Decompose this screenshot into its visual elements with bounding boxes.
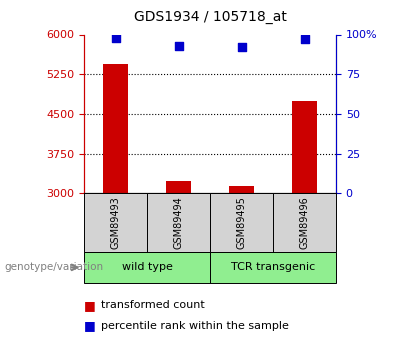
Point <box>175 43 182 48</box>
Text: percentile rank within the sample: percentile rank within the sample <box>101 321 289 331</box>
Bar <box>103 63 128 193</box>
Bar <box>147 193 210 252</box>
Text: GSM89495: GSM89495 <box>236 196 247 249</box>
Text: GSM89496: GSM89496 <box>299 196 310 249</box>
Point <box>112 35 119 40</box>
Text: GSM89493: GSM89493 <box>110 196 121 249</box>
Text: GSM89494: GSM89494 <box>173 196 184 249</box>
Text: TCR transgenic: TCR transgenic <box>231 263 315 272</box>
Text: ■: ■ <box>84 299 96 312</box>
Point <box>238 45 245 50</box>
Bar <box>84 193 147 252</box>
Text: GDS1934 / 105718_at: GDS1934 / 105718_at <box>134 10 286 24</box>
Bar <box>229 186 254 193</box>
Bar <box>166 181 191 193</box>
Text: wild type: wild type <box>121 263 173 272</box>
Bar <box>210 193 273 252</box>
Text: genotype/variation: genotype/variation <box>4 263 103 272</box>
Bar <box>292 101 317 193</box>
Text: transformed count: transformed count <box>101 300 205 310</box>
Text: ■: ■ <box>84 319 96 333</box>
Bar <box>210 252 336 283</box>
Point <box>301 37 308 42</box>
Bar <box>273 193 336 252</box>
Bar <box>84 252 210 283</box>
